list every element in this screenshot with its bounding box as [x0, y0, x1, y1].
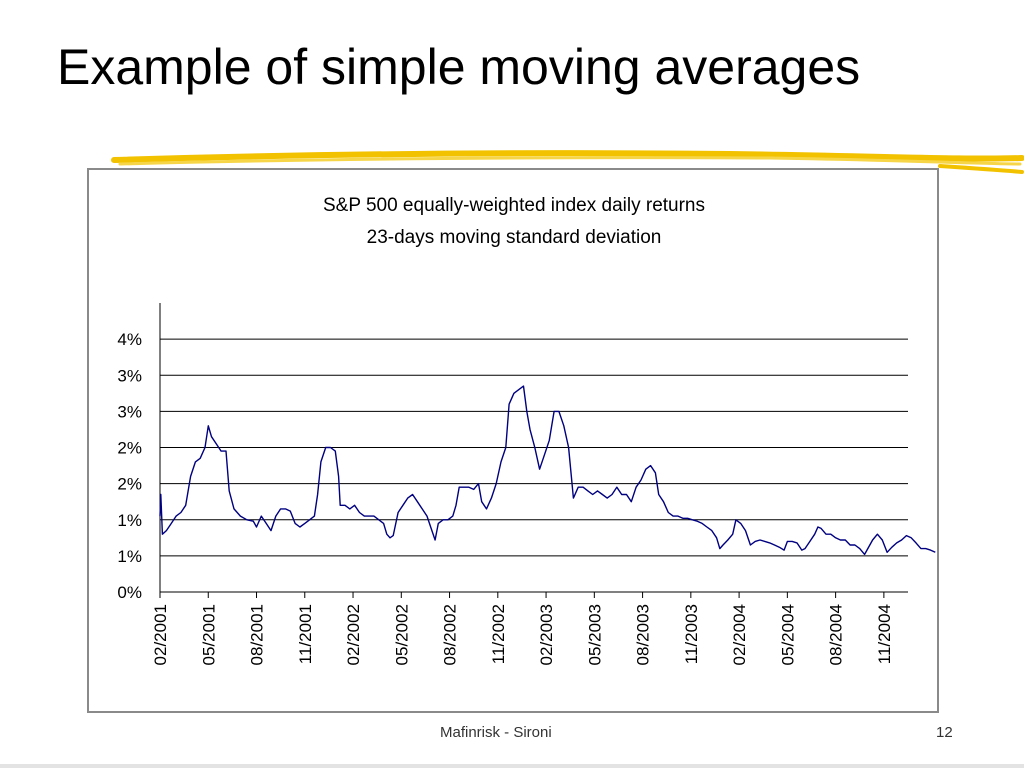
y-tick-label: 4% [117, 330, 142, 349]
x-tick-label: 08/2004 [827, 604, 846, 665]
x-tick-label: 11/2001 [296, 604, 315, 664]
y-tick-label: 1% [117, 547, 142, 566]
y-tick-label: 1% [117, 511, 142, 530]
x-tick-label: 05/2003 [585, 604, 604, 665]
chart-title-line: 23-days moving standard deviation [367, 227, 662, 248]
series-line [159, 385, 936, 556]
x-tick-label: 02/2004 [730, 604, 749, 665]
x-tick-label: 05/2002 [392, 604, 411, 665]
y-tick-label: 2% [117, 475, 142, 494]
x-tick-label: 05/2001 [199, 604, 218, 665]
title-accent-underline [111, 150, 1024, 174]
x-tick-label: 02/2001 [151, 604, 170, 665]
slide-title: Example of simple moving averages [57, 39, 861, 95]
x-tick-label: 05/2004 [778, 604, 797, 665]
footer-author: Mafinrisk - Sironi [440, 724, 552, 741]
x-tick-label: 11/2004 [875, 604, 894, 664]
y-tick-label: 0% [117, 583, 142, 602]
x-tick-label: 11/2003 [682, 604, 701, 664]
x-tick-label: 11/2002 [489, 604, 508, 664]
chart-title-line: S&P 500 equally-weighted index daily ret… [323, 195, 705, 216]
x-tick-label: 08/2002 [441, 604, 460, 665]
x-tick-label: 08/2003 [634, 604, 653, 665]
page-number: 12 [936, 724, 953, 741]
x-tick-label: 02/2002 [344, 604, 363, 665]
y-tick-label: 3% [117, 366, 142, 385]
y-tick-label: 3% [117, 402, 142, 421]
line-chart: S&P 500 equally-weighted index daily ret… [117, 195, 936, 665]
chart-frame: S&P 500 equally-weighted index daily ret… [87, 168, 939, 713]
bottom-strip [0, 764, 1024, 768]
x-tick-label: 02/2003 [537, 604, 556, 665]
x-tick-label: 08/2001 [248, 604, 267, 665]
y-tick-label: 2% [117, 439, 142, 458]
